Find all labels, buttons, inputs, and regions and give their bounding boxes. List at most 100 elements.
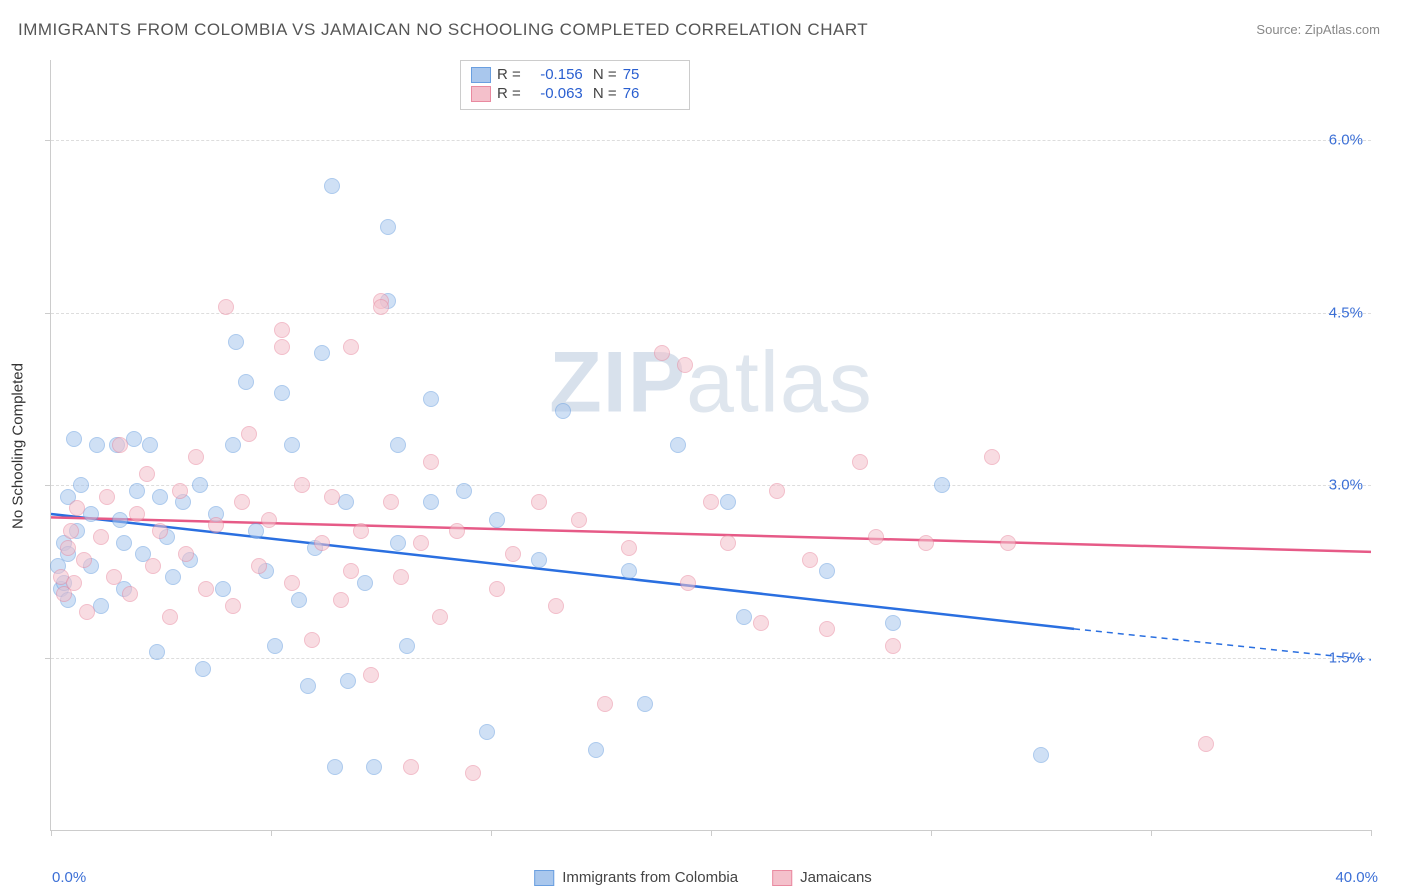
data-point (885, 615, 901, 631)
gridline (51, 140, 1371, 141)
legend-swatch (534, 870, 554, 886)
data-point (267, 638, 283, 654)
data-point (208, 517, 224, 533)
data-point (248, 523, 264, 539)
data-point (571, 512, 587, 528)
data-point (343, 563, 359, 579)
legend-swatch (772, 870, 792, 886)
data-point (802, 552, 818, 568)
data-point (284, 575, 300, 591)
data-point (195, 661, 211, 677)
data-point (79, 604, 95, 620)
data-point (432, 609, 448, 625)
data-point (373, 299, 389, 315)
watermark-rest: atlas (686, 335, 873, 431)
source-attribution: Source: ZipAtlas.com (1256, 22, 1380, 37)
data-point (60, 540, 76, 556)
data-point (112, 437, 128, 453)
data-point (139, 466, 155, 482)
data-point (314, 345, 330, 361)
data-point (300, 678, 316, 694)
data-point (145, 558, 161, 574)
watermark: ZIPatlas (549, 334, 872, 433)
data-point (819, 621, 835, 637)
legend-r-label: R = (497, 85, 521, 102)
x-axis-max-label: 40.0% (1335, 869, 1378, 886)
legend-n-value: 75 (623, 66, 679, 83)
data-point (188, 449, 204, 465)
legend-r-label: R = (497, 66, 521, 83)
correlation-legend: R =-0.156 N =75R =-0.063 N =76 (460, 60, 690, 110)
data-point (225, 437, 241, 453)
data-point (314, 535, 330, 551)
data-point (327, 759, 343, 775)
data-point (555, 403, 571, 419)
data-point (597, 696, 613, 712)
data-point (393, 569, 409, 585)
data-point (423, 454, 439, 470)
data-point (680, 575, 696, 591)
legend-r-value: -0.063 (527, 85, 583, 102)
data-point (338, 494, 354, 510)
series-legend: Immigrants from Colombia Jamaicans (534, 869, 872, 886)
data-point (423, 494, 439, 510)
data-point (670, 437, 686, 453)
data-point (238, 374, 254, 390)
data-point (294, 477, 310, 493)
data-point (736, 609, 752, 625)
data-point (531, 552, 547, 568)
data-point (274, 385, 290, 401)
data-point (106, 569, 122, 585)
data-point (1033, 747, 1049, 763)
data-point (89, 437, 105, 453)
data-point (383, 494, 399, 510)
data-point (489, 512, 505, 528)
data-point (152, 523, 168, 539)
data-point (753, 615, 769, 631)
data-point (413, 535, 429, 551)
data-point (449, 523, 465, 539)
data-point (291, 592, 307, 608)
data-point (152, 489, 168, 505)
data-point (1000, 535, 1016, 551)
data-point (479, 724, 495, 740)
data-point (1198, 736, 1214, 752)
legend-n-value: 76 (623, 85, 679, 102)
data-point (340, 673, 356, 689)
data-point (399, 638, 415, 654)
data-point (142, 437, 158, 453)
series-legend-item: Immigrants from Colombia (534, 869, 738, 886)
y-tick-label: 6.0% (1329, 132, 1363, 149)
data-point (868, 529, 884, 545)
legend-row: R =-0.063 N =76 (471, 84, 679, 103)
trend-lines (51, 60, 1371, 830)
data-point (819, 563, 835, 579)
data-point (122, 586, 138, 602)
data-point (261, 512, 277, 528)
data-point (885, 638, 901, 654)
chart-title: IMMIGRANTS FROM COLOMBIA VS JAMAICAN NO … (18, 20, 868, 40)
data-point (654, 345, 670, 361)
data-point (621, 540, 637, 556)
data-point (637, 696, 653, 712)
gridline (51, 485, 1371, 486)
data-point (333, 592, 349, 608)
data-point (112, 512, 128, 528)
data-point (531, 494, 547, 510)
data-point (241, 426, 257, 442)
data-point (215, 581, 231, 597)
data-point (621, 563, 637, 579)
data-point (99, 489, 115, 505)
y-tick-label: 1.5% (1329, 649, 1363, 666)
x-axis-min-label: 0.0% (52, 869, 86, 886)
data-point (380, 219, 396, 235)
gridline (51, 658, 1371, 659)
data-point (129, 483, 145, 499)
series-name: Jamaicans (800, 869, 872, 886)
data-point (720, 535, 736, 551)
data-point (934, 477, 950, 493)
source-link[interactable]: ZipAtlas.com (1305, 22, 1380, 37)
data-point (343, 339, 359, 355)
data-point (234, 494, 250, 510)
data-point (284, 437, 300, 453)
